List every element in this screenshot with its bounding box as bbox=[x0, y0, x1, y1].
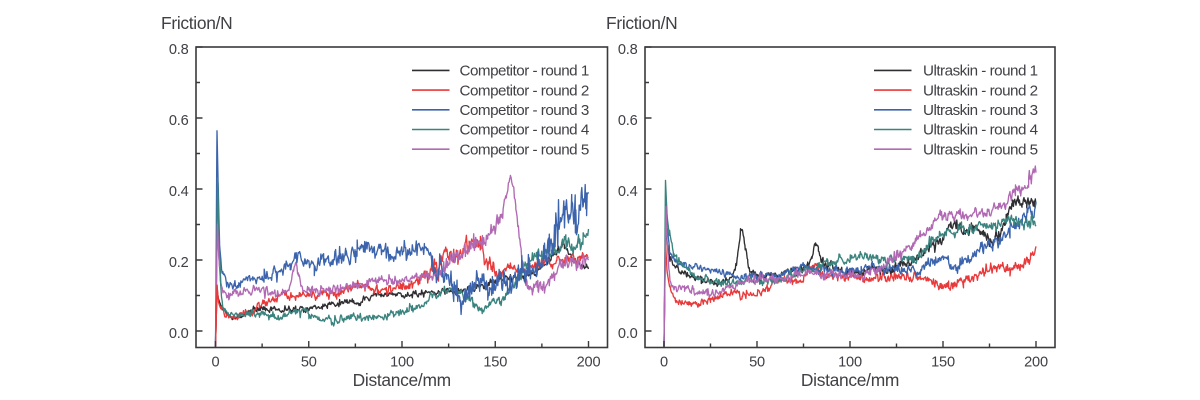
svg-text:0: 0 bbox=[660, 355, 668, 371]
svg-text:Distance/mm: Distance/mm bbox=[353, 370, 451, 390]
svg-text:0.8: 0.8 bbox=[169, 42, 189, 58]
svg-text:Competitor - round 4: Competitor - round 4 bbox=[460, 122, 589, 139]
svg-text:0: 0 bbox=[212, 355, 220, 371]
svg-text:Friction/N: Friction/N bbox=[161, 13, 232, 33]
svg-text:0.4: 0.4 bbox=[169, 184, 189, 200]
svg-text:100: 100 bbox=[390, 355, 414, 371]
svg-text:0.6: 0.6 bbox=[169, 113, 189, 129]
svg-text:0.0: 0.0 bbox=[169, 326, 189, 342]
svg-text:0.8: 0.8 bbox=[618, 42, 638, 58]
svg-text:Distance/mm: Distance/mm bbox=[801, 370, 899, 390]
svg-text:Competitor - round 1: Competitor - round 1 bbox=[460, 63, 589, 80]
svg-text:0.6: 0.6 bbox=[618, 113, 638, 129]
svg-text:0.2: 0.2 bbox=[169, 255, 189, 271]
svg-text:150: 150 bbox=[483, 355, 507, 371]
svg-text:0.4: 0.4 bbox=[618, 184, 638, 200]
svg-text:150: 150 bbox=[931, 355, 955, 371]
svg-text:Competitor - round 3: Competitor - round 3 bbox=[460, 102, 589, 119]
svg-text:Ultraskin - round 4: Ultraskin - round 4 bbox=[923, 122, 1038, 139]
svg-text:Ultraskin - round 1: Ultraskin - round 1 bbox=[923, 63, 1038, 80]
svg-text:Ultraskin - round 5: Ultraskin - round 5 bbox=[923, 141, 1038, 158]
svg-text:Ultraskin - round 2: Ultraskin - round 2 bbox=[923, 82, 1038, 99]
svg-text:Friction/N: Friction/N bbox=[606, 13, 677, 33]
svg-text:Competitor - round 5: Competitor - round 5 bbox=[460, 141, 589, 158]
svg-text:100: 100 bbox=[838, 355, 862, 371]
svg-text:Competitor - round 2: Competitor - round 2 bbox=[460, 82, 589, 99]
svg-text:200: 200 bbox=[577, 355, 601, 371]
svg-text:0.0: 0.0 bbox=[618, 326, 638, 342]
svg-text:50: 50 bbox=[749, 355, 765, 371]
svg-text:Ultraskin - round 3: Ultraskin - round 3 bbox=[923, 102, 1038, 119]
svg-text:0.2: 0.2 bbox=[618, 255, 638, 271]
svg-text:200: 200 bbox=[1024, 355, 1048, 371]
svg-text:50: 50 bbox=[301, 355, 317, 371]
